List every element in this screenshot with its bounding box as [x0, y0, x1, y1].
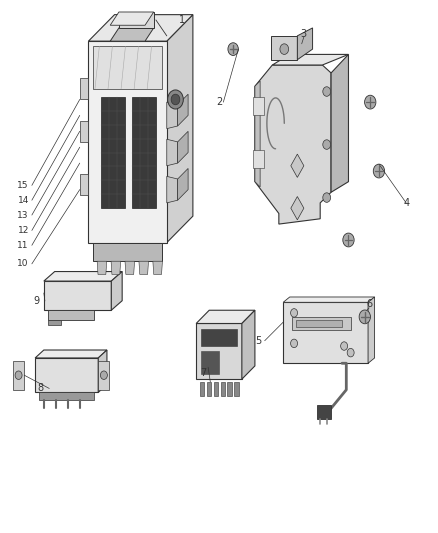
- Polygon shape: [153, 261, 162, 274]
- Text: 3: 3: [301, 29, 307, 39]
- Circle shape: [359, 310, 371, 324]
- Polygon shape: [255, 81, 260, 187]
- Polygon shape: [292, 317, 351, 330]
- Polygon shape: [111, 261, 120, 274]
- Polygon shape: [196, 324, 242, 379]
- Polygon shape: [88, 41, 167, 243]
- Circle shape: [341, 342, 348, 350]
- Text: 2: 2: [216, 97, 222, 107]
- Polygon shape: [167, 14, 193, 243]
- Circle shape: [100, 371, 107, 379]
- Polygon shape: [296, 319, 342, 327]
- Polygon shape: [234, 382, 239, 396]
- Circle shape: [15, 371, 22, 379]
- Polygon shape: [253, 97, 264, 115]
- Circle shape: [280, 44, 289, 54]
- Polygon shape: [98, 350, 107, 392]
- Polygon shape: [283, 297, 374, 302]
- Polygon shape: [93, 46, 162, 89]
- Polygon shape: [98, 361, 109, 390]
- Polygon shape: [201, 329, 237, 346]
- Text: 10: 10: [18, 260, 29, 268]
- Polygon shape: [80, 120, 88, 142]
- Polygon shape: [196, 310, 255, 324]
- Polygon shape: [111, 271, 122, 310]
- Polygon shape: [200, 382, 205, 396]
- Polygon shape: [93, 243, 162, 261]
- Polygon shape: [13, 361, 24, 390]
- Polygon shape: [110, 28, 154, 41]
- Polygon shape: [102, 97, 125, 208]
- Circle shape: [323, 140, 331, 149]
- Polygon shape: [97, 261, 107, 274]
- Polygon shape: [291, 154, 304, 177]
- Circle shape: [373, 164, 385, 178]
- Polygon shape: [317, 405, 331, 419]
- Polygon shape: [297, 28, 313, 60]
- Text: 14: 14: [18, 196, 29, 205]
- Polygon shape: [119, 12, 154, 28]
- Text: 11: 11: [18, 241, 29, 250]
- Polygon shape: [88, 14, 193, 41]
- Circle shape: [347, 349, 354, 357]
- Polygon shape: [207, 382, 212, 396]
- Polygon shape: [48, 320, 61, 325]
- Polygon shape: [272, 54, 349, 65]
- Polygon shape: [178, 94, 188, 126]
- Polygon shape: [253, 150, 264, 168]
- Polygon shape: [283, 302, 368, 364]
- Polygon shape: [80, 78, 88, 100]
- Polygon shape: [167, 176, 178, 203]
- Text: 5: 5: [255, 336, 261, 346]
- Circle shape: [323, 193, 331, 203]
- Text: 13: 13: [18, 211, 29, 220]
- Polygon shape: [167, 139, 178, 166]
- Polygon shape: [110, 12, 154, 25]
- Circle shape: [364, 95, 376, 109]
- Polygon shape: [125, 261, 134, 274]
- Text: 6: 6: [366, 298, 372, 309]
- Text: 1: 1: [179, 15, 185, 25]
- Circle shape: [171, 94, 180, 105]
- Polygon shape: [178, 168, 188, 200]
- Polygon shape: [35, 358, 98, 392]
- Circle shape: [323, 87, 331, 96]
- Text: 9: 9: [33, 296, 39, 306]
- Polygon shape: [44, 281, 111, 310]
- Text: 7: 7: [201, 368, 207, 377]
- Polygon shape: [227, 382, 232, 396]
- Polygon shape: [368, 297, 374, 364]
- Circle shape: [228, 43, 238, 55]
- Polygon shape: [271, 36, 297, 60]
- Circle shape: [290, 309, 297, 317]
- Polygon shape: [255, 65, 331, 224]
- Text: 8: 8: [38, 383, 44, 393]
- Polygon shape: [291, 197, 304, 220]
- Polygon shape: [242, 310, 255, 379]
- Polygon shape: [139, 261, 148, 274]
- Polygon shape: [132, 97, 156, 208]
- Text: 15: 15: [18, 181, 29, 190]
- Polygon shape: [331, 54, 349, 192]
- Polygon shape: [201, 351, 219, 374]
- Polygon shape: [167, 102, 178, 128]
- Circle shape: [290, 339, 297, 348]
- Polygon shape: [214, 382, 219, 396]
- Polygon shape: [39, 392, 94, 400]
- Polygon shape: [44, 271, 122, 281]
- Polygon shape: [80, 174, 88, 195]
- Text: 4: 4: [403, 198, 409, 208]
- Circle shape: [343, 233, 354, 247]
- Circle shape: [168, 90, 184, 109]
- Polygon shape: [220, 382, 225, 396]
- Text: 12: 12: [18, 226, 29, 235]
- Polygon shape: [178, 131, 188, 163]
- Polygon shape: [48, 310, 95, 320]
- Polygon shape: [35, 350, 107, 358]
